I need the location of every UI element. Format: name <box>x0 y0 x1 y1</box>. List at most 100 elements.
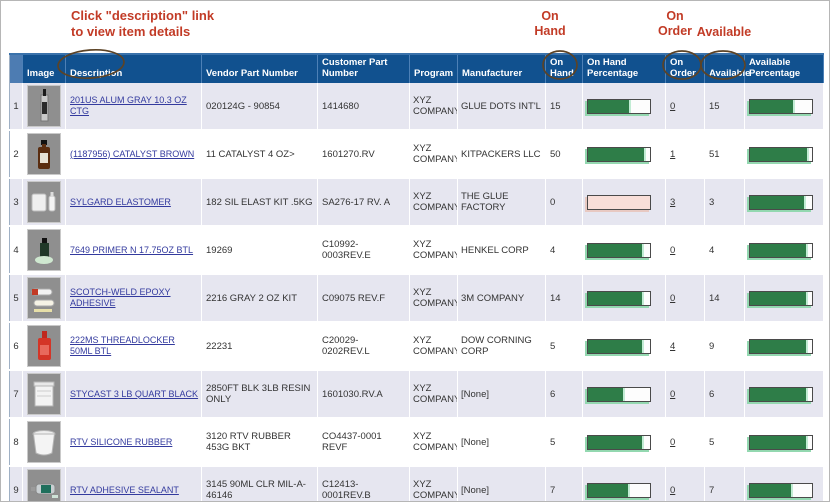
available-bar-fill <box>750 243 808 257</box>
description-link[interactable]: SCOTCH-WELD EPOXY ADHESIVE <box>70 287 171 308</box>
available-bar-fill <box>750 339 808 353</box>
on-hand-percentage-bar <box>587 338 651 354</box>
sealant-tube-icon <box>27 469 61 501</box>
available-quantity: 9 <box>704 322 745 371</box>
manufacturer-name: [None] <box>457 418 546 467</box>
column-header-description: Description <box>65 53 202 83</box>
manufacturer-name: KITPACKERS LLC <box>457 130 546 179</box>
white-kit-icon <box>27 181 61 223</box>
cartridge-tube-icon <box>27 85 61 127</box>
on-order-link[interactable]: 0 <box>670 388 676 400</box>
on-hand-percentage-bar <box>587 146 651 162</box>
description-link[interactable]: (1187956) CATALYST BROWN <box>70 148 195 159</box>
column-header-customer-part-number: Customer Part Number <box>317 53 410 83</box>
on-hand-quantity: 7 <box>545 466 583 501</box>
available-percentage-bar <box>749 194 813 210</box>
available-percentage-bar <box>749 242 813 258</box>
vendor-part-number: 3145 90ML CLR MIL-A-46146 <box>201 466 318 501</box>
on-hand-quantity: 0 <box>545 178 583 227</box>
epoxy-tubes-icon <box>27 277 61 319</box>
column-header-on-order: On Order <box>665 53 705 83</box>
available-percentage-bar <box>749 386 813 402</box>
column-header-on-hand: On Hand <box>545 53 583 83</box>
on-order-annotation-line1: On <box>666 9 684 23</box>
row-number: 3 <box>9 178 23 227</box>
on-order-link[interactable]: 0 <box>670 292 676 304</box>
table-row: 7 STYCAST 3 LB QUART BLACK 2850FT BLK 3L… <box>9 370 824 419</box>
on-order-link[interactable]: 0 <box>670 436 676 448</box>
table-row: 6 222MS THREADLOCKER 50ML BTL 22231 C200… <box>9 322 824 371</box>
vendor-part-number: 22231 <box>201 322 318 371</box>
column-header-manufacturer: Manufacturer <box>457 53 546 83</box>
customer-part-number: 1601030.RV.A <box>317 370 410 419</box>
row-number: 9 <box>9 466 23 501</box>
row-number: 4 <box>9 226 23 275</box>
program-name: XYZ COMPANY <box>409 226 458 275</box>
description-link[interactable]: STYCAST 3 LB QUART BLACK <box>70 388 199 399</box>
available-bar-fill <box>750 435 808 449</box>
available-percentage-bar <box>749 290 813 306</box>
description-link[interactable]: RTV SILICONE RUBBER <box>70 436 173 447</box>
available-quantity: 51 <box>704 130 745 179</box>
customer-part-number: C20029-0202REV.L <box>317 322 410 371</box>
vendor-part-number: 182 SIL ELAST KIT .5KG <box>201 178 318 227</box>
description-link[interactable]: RTV ADHESIVE SEALANT <box>70 484 179 495</box>
on-order-link[interactable]: 4 <box>670 340 676 352</box>
column-header-on-hand-percentage: On Hand Percentage <box>582 53 666 83</box>
on-hand-bar-fill <box>588 147 647 161</box>
on-order-link[interactable]: 0 <box>670 484 676 496</box>
vendor-part-number: 11 CATALYST 4 OZ> <box>201 130 318 179</box>
program-name: XYZ COMPANY <box>409 466 458 501</box>
available-annotation-label: Available <box>696 25 752 39</box>
square-pail-icon <box>27 373 61 415</box>
table-row: 9 RTV ADHESIVE SEALANT 3145 90ML CLR MIL… <box>9 466 824 501</box>
description-link[interactable]: SYLGARD ELASTOMER <box>70 196 171 207</box>
on-order-link[interactable]: 0 <box>670 100 676 112</box>
vendor-part-number: 3120 RTV RUBBER 453G BKT <box>201 418 318 467</box>
on-order-link[interactable]: 0 <box>670 244 676 256</box>
customer-part-number: C09075 REV.F <box>317 274 410 323</box>
description-note-line2: to view item details <box>71 24 191 39</box>
program-name: XYZ COMPANY <box>409 83 458 131</box>
table-row: 3 SYLGARD ELASTOMER 182 SIL ELAST KIT .5… <box>9 178 824 227</box>
on-hand-quantity: 4 <box>545 226 583 275</box>
vendor-part-number: 19269 <box>201 226 318 275</box>
customer-part-number: 1414680 <box>317 83 410 131</box>
on-hand-quantity: 50 <box>545 130 583 179</box>
customer-part-number: C12413-0001REV.B <box>317 466 410 501</box>
available-bar-fill <box>750 387 808 401</box>
on-order-link[interactable]: 3 <box>670 196 676 208</box>
available-percentage-bar <box>749 338 813 354</box>
program-name: XYZ COMPANY <box>409 322 458 371</box>
available-quantity: 6 <box>704 370 745 419</box>
row-number: 8 <box>9 418 23 467</box>
description-link[interactable]: 222MS THREADLOCKER 50ML BTL <box>70 335 175 356</box>
on-order-link[interactable]: 1 <box>670 148 676 160</box>
available-bar-fill <box>750 147 809 161</box>
customer-part-number: C10992-0003REV.E <box>317 226 410 275</box>
on-hand-annotation: On Hand <box>528 9 572 39</box>
table-row: 4 7649 PRIMER N 17.75OZ BTL 19269 C10992… <box>9 226 824 275</box>
available-percentage-bar <box>749 98 813 114</box>
available-quantity: 15 <box>704 83 745 131</box>
on-hand-bar-fill <box>588 435 644 449</box>
on-hand-percentage-bar <box>587 386 651 402</box>
manufacturer-name: DOW CORNING CORP <box>457 322 546 371</box>
on-hand-bar-fill <box>588 243 644 257</box>
description-link[interactable]: 7649 PRIMER N 17.75OZ BTL <box>70 244 194 255</box>
manufacturer-name: HENKEL CORP <box>457 226 546 275</box>
column-header-available-percentage: Available Percentage <box>744 53 824 83</box>
available-quantity: 14 <box>704 274 745 323</box>
on-hand-bar-fill <box>588 291 644 305</box>
available-annotation: Available <box>693 25 755 40</box>
manufacturer-name: GLUE DOTS INT'L <box>457 83 546 131</box>
available-bar-fill <box>750 195 806 209</box>
brown-bottle-icon <box>27 133 61 175</box>
round-tub-icon <box>27 421 61 463</box>
description-link[interactable]: 201US ALUM GRAY 10.3 OZ CTG <box>70 95 187 116</box>
program-name: XYZ COMPANY <box>409 418 458 467</box>
on-hand-percentage-bar <box>587 482 651 498</box>
available-quantity: 5 <box>704 418 745 467</box>
table-header: Image Description Vendor Part Number Custom… <box>9 53 824 83</box>
